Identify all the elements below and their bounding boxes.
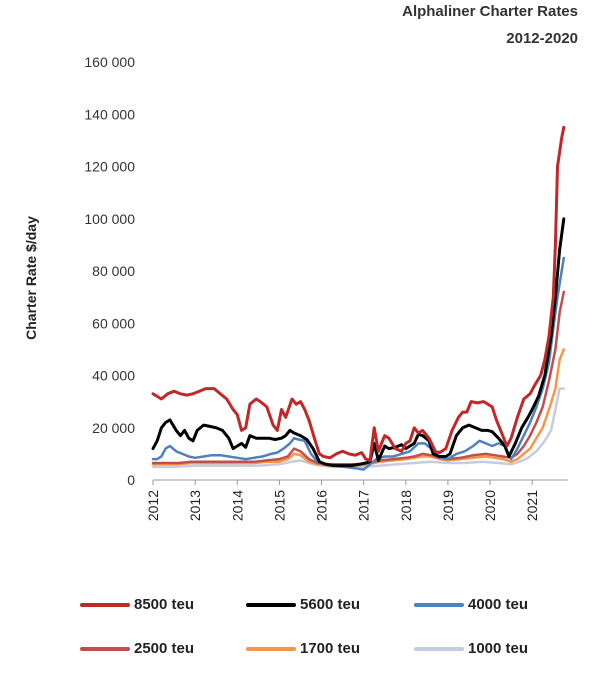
legend-swatch (246, 602, 296, 607)
y-tick-label: 80 000 (92, 263, 135, 279)
legend-swatch (80, 602, 130, 607)
x-tick-label: 2017 (356, 490, 372, 521)
series-line-1000-teu (151, 387, 566, 469)
legend-swatch (414, 602, 464, 607)
series-line-8500-teu (151, 125, 566, 462)
legend-item-2500-teu: 2500 teu (80, 640, 194, 657)
legend-label: 2500 teu (134, 640, 195, 657)
series-line-1700-teu (151, 348, 566, 467)
legend-label: 1700 teu (300, 640, 361, 657)
y-tick-label: 120 000 (84, 159, 135, 175)
series-line-4000-teu (151, 256, 566, 471)
series-line-2500-teu (151, 290, 566, 466)
legend-item-1700-teu: 1700 teu (246, 640, 360, 657)
y-tick-label: 20 000 (92, 420, 135, 436)
x-tick-label: 2015 (271, 490, 287, 521)
y-tick-label: 40 000 (92, 368, 135, 384)
legend-label: 5600 teu (300, 596, 361, 613)
y-tick-label: 0 (127, 472, 135, 488)
x-tick-label: 2012 (145, 490, 161, 521)
y-tick-label: 60 000 (92, 315, 135, 331)
x-tick-labels: 2012 2013 2014 2015 2016 2017 2018 2019 2020 2021 (145, 490, 540, 521)
chart-title-line-1: Alphaliner Charter Rates (402, 3, 578, 20)
legend-swatch (414, 646, 464, 651)
legend-item-8500-teu: 8500 teu (80, 596, 194, 613)
y-tick-label: 160 000 (84, 54, 135, 70)
legend-label: 8500 teu (134, 596, 195, 613)
chart-title-line-2: 2012-2020 (506, 30, 578, 47)
x-tick-label: 2020 (482, 490, 498, 521)
x-tick-label: 2014 (229, 490, 245, 521)
legend-item-5600-teu: 5600 teu (246, 596, 360, 613)
x-tick-label: 2018 (398, 490, 414, 521)
x-tick-label: 2016 (314, 490, 330, 521)
x-tick-label: 2019 (440, 490, 456, 521)
series-lines (151, 125, 566, 471)
y-tick-label: 140 000 (84, 106, 135, 122)
series-line-5600-teu (151, 217, 566, 468)
x-tick-label: 2013 (187, 490, 203, 521)
legend-label: 4000 teu (468, 596, 529, 613)
chart-axes (152, 479, 568, 485)
legend-swatch (80, 646, 130, 651)
legend-label: 1000 teu (468, 640, 529, 657)
y-tick-label: 100 000 (84, 211, 135, 227)
y-axis-label: Charter Rate $/day (23, 216, 39, 340)
legend-item-4000-teu: 4000 teu (414, 596, 528, 613)
x-tick-label: 2021 (524, 490, 540, 521)
legend-swatch (246, 646, 296, 651)
legend-item-1000-teu: 1000 teu (414, 640, 528, 657)
y-tick-labels: 0 20 000 40 000 60 000 80 000 100 000 120 000 1… (84, 54, 135, 488)
